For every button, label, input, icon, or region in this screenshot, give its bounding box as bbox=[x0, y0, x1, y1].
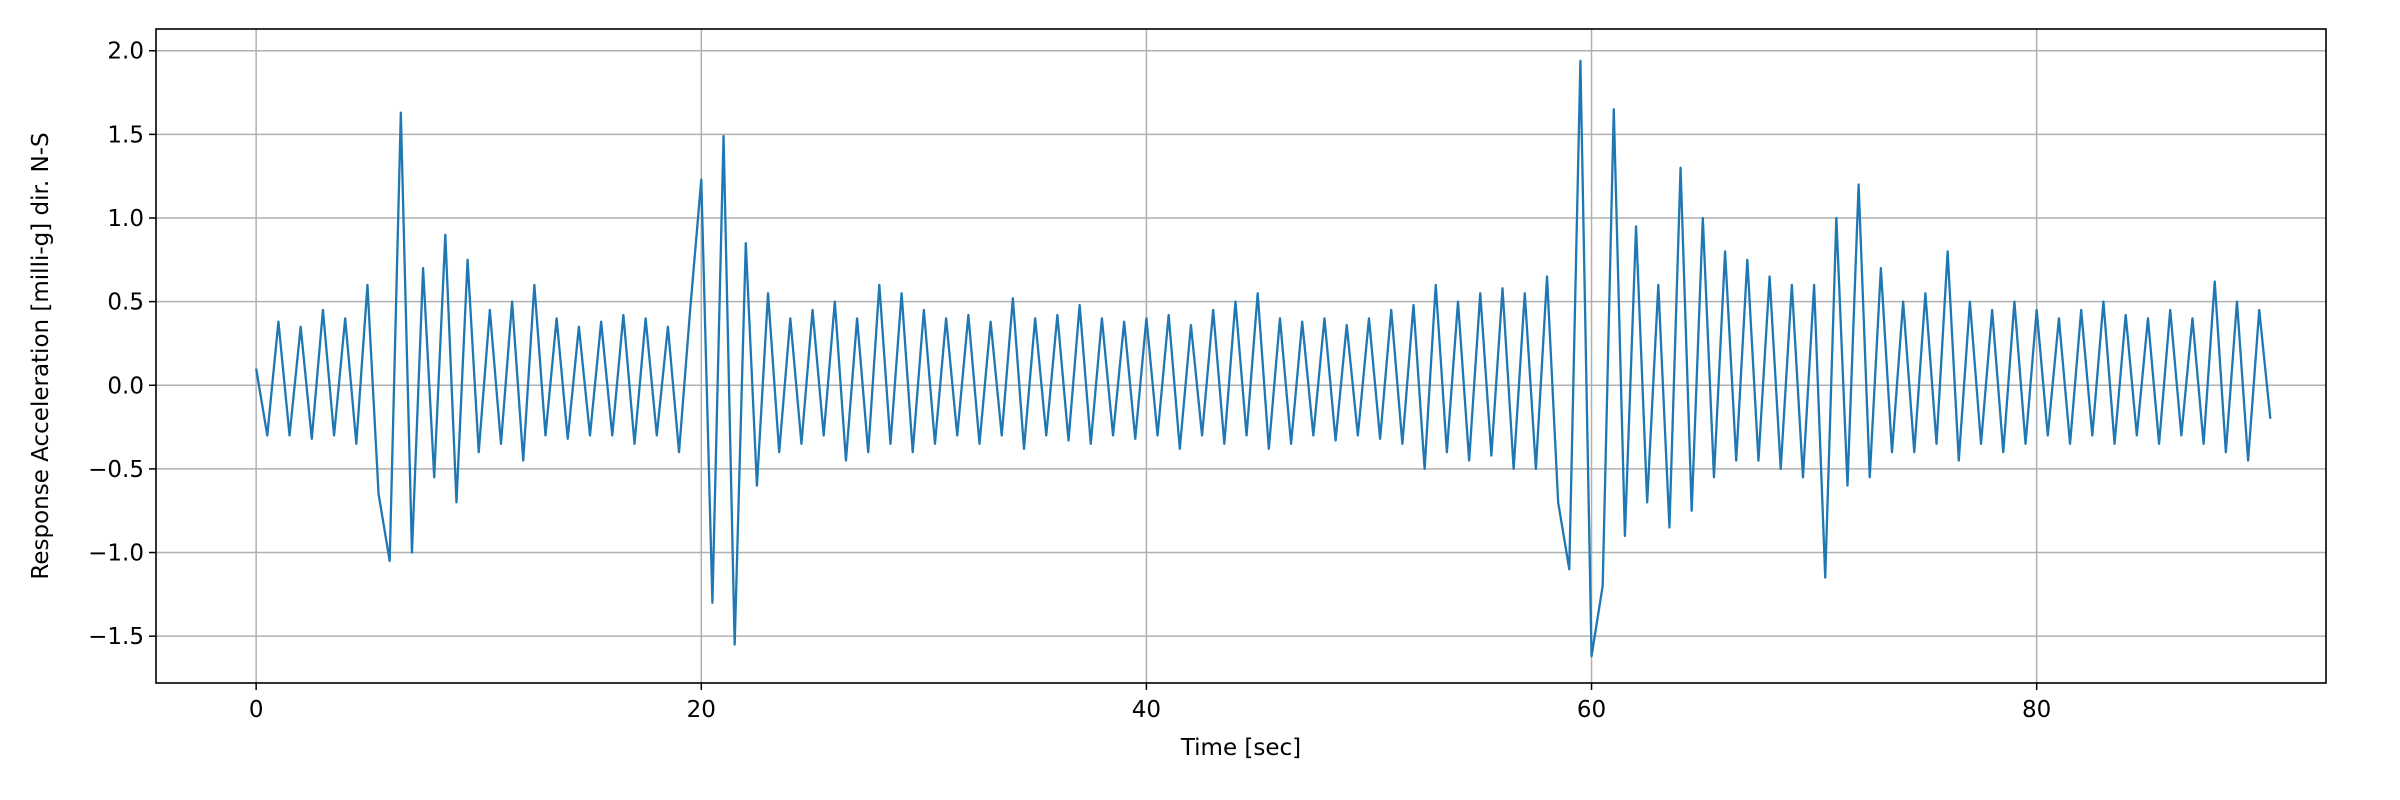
ticks: 0 20 40 60 80 −1.5 −1.0 −0.5 0.0 0.5 1.0 1.5 2.0 bbox=[88, 39, 2051, 723]
y-tick-label: 0.5 bbox=[107, 290, 144, 316]
x-tick-label: 0 bbox=[249, 697, 264, 723]
signal-line bbox=[255, 59, 2272, 658]
y-tick-label: −1.0 bbox=[88, 541, 144, 567]
x-tick-label: 20 bbox=[687, 697, 716, 723]
y-tick-label: 2.0 bbox=[107, 39, 144, 65]
x-tick-label: 60 bbox=[1577, 697, 1606, 723]
y-tick-label: −1.5 bbox=[88, 624, 144, 650]
plot-area bbox=[255, 59, 2272, 658]
y-tick-label: 1.5 bbox=[107, 122, 144, 148]
y-tick-label: 0.0 bbox=[107, 373, 144, 399]
y-axis-label: Response Acceleration [milli-g] dir. N-S bbox=[28, 132, 54, 579]
x-tick-label: 80 bbox=[2022, 697, 2051, 723]
y-tick-label: 1.0 bbox=[107, 206, 144, 232]
y-tick-label: −0.5 bbox=[88, 457, 144, 483]
grid bbox=[156, 29, 2326, 683]
x-tick-label: 40 bbox=[1132, 697, 1161, 723]
axes-frame bbox=[155, 28, 2327, 684]
x-axis-label: Time [sec] bbox=[1180, 735, 1301, 761]
